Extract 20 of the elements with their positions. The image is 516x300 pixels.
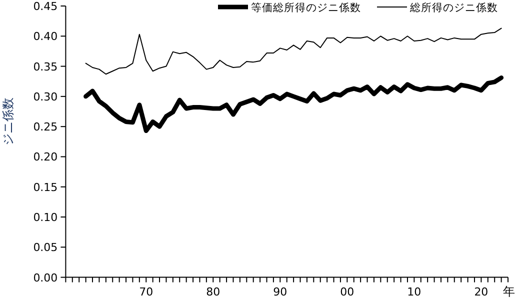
- y-tick-label: 0.40: [33, 30, 58, 44]
- x-tick-label: 90: [273, 285, 288, 298]
- y-tick-label: 0.25: [33, 120, 58, 134]
- y-tick-label: 0.45: [33, 0, 58, 13]
- legend-label: 等価総所得のジニ係数: [251, 1, 361, 14]
- y-tick-label: 0.20: [33, 150, 58, 164]
- x-tick-label: 10: [407, 285, 422, 298]
- x-tick-label: 20: [474, 285, 488, 298]
- y-tick-label: 0.35: [33, 60, 58, 74]
- y-tick-label: 0.30: [33, 90, 58, 104]
- y-axis-title: ジニ係数: [1, 98, 15, 146]
- x-axis-title: 年: [503, 284, 515, 298]
- x-tick-label: 70: [139, 285, 154, 298]
- y-tick-label: 0.15: [33, 180, 58, 194]
- x-tick-label: 00: [340, 285, 354, 298]
- y-tick-label: 0.00: [33, 271, 58, 284]
- y-tick-label: 0.05: [33, 241, 58, 254]
- legend-label: 総所得のジニ係数: [409, 1, 498, 14]
- x-tick-label: 80: [206, 285, 220, 298]
- y-tick-label: 0.10: [33, 211, 58, 224]
